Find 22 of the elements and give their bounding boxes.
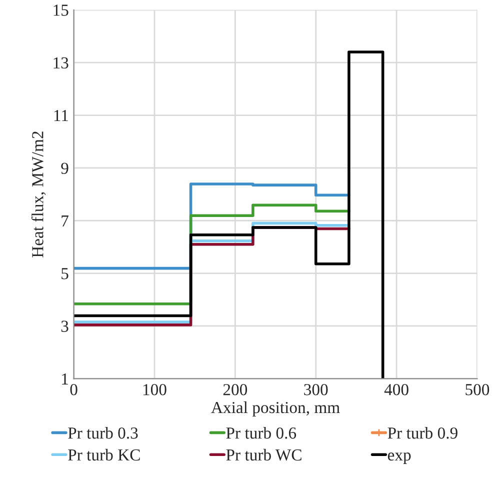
- legend-label: Pr turb 0.3: [68, 426, 138, 439]
- x-tick-label: 300: [304, 384, 328, 396]
- x-axis-title: Axial position, mm: [211, 401, 340, 417]
- x-tick-label: 500: [466, 384, 490, 396]
- y-tick-label: 15: [54, 4, 68, 16]
- legend-label: Pr turb 0.9: [388, 426, 458, 439]
- y-tick-label: 3: [61, 320, 68, 332]
- y-tick-label: 5: [62, 268, 68, 280]
- legend-label: exp: [388, 452, 411, 464]
- y-tick-label: 11: [54, 110, 68, 122]
- y-tick-label: 13: [54, 57, 68, 69]
- x-tick-label: 0: [70, 384, 78, 396]
- x-tick-label: 200: [223, 384, 248, 396]
- legend-label: Pr turb KC: [68, 448, 140, 461]
- legend-label: Pr turb WC: [226, 448, 302, 461]
- y-axis-title: Heat flux, MW/m2: [31, 132, 46, 258]
- x-tick-label: 400: [384, 384, 408, 396]
- legend-label: Pr turb 0.6: [226, 426, 296, 439]
- y-tick-label: 1: [62, 373, 68, 384]
- x-tick-label: 100: [143, 384, 166, 396]
- y-tick-label: 9: [61, 162, 68, 174]
- y-tick-label: 7: [62, 215, 68, 226]
